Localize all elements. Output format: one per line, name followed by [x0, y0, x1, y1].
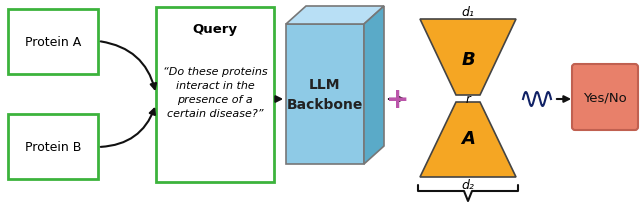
Bar	[8, 115, 98, 179]
Text: d₁: d₁	[461, 5, 474, 18]
Bar	[8, 10, 98, 75]
Text: Query: Query	[193, 23, 237, 36]
Polygon shape	[364, 7, 384, 164]
FancyBboxPatch shape	[572, 65, 638, 130]
Text: d₂: d₂	[461, 179, 474, 191]
Text: Protein B: Protein B	[25, 140, 81, 153]
Polygon shape	[286, 7, 384, 25]
Text: Yes/No: Yes/No	[583, 91, 627, 104]
Bar	[286, 25, 364, 164]
Bar	[156, 8, 274, 182]
Text: r: r	[465, 93, 470, 105]
Text: “Do these proteins
interact in the
presence of a
certain disease?”: “Do these proteins interact in the prese…	[163, 67, 268, 118]
Polygon shape	[420, 102, 516, 177]
Text: Protein A: Protein A	[25, 36, 81, 49]
Text: B: B	[461, 51, 475, 69]
Text: A: A	[461, 129, 475, 147]
Text: +: +	[387, 86, 410, 114]
Polygon shape	[420, 20, 516, 96]
Text: LLM
Backbone: LLM Backbone	[287, 78, 363, 111]
